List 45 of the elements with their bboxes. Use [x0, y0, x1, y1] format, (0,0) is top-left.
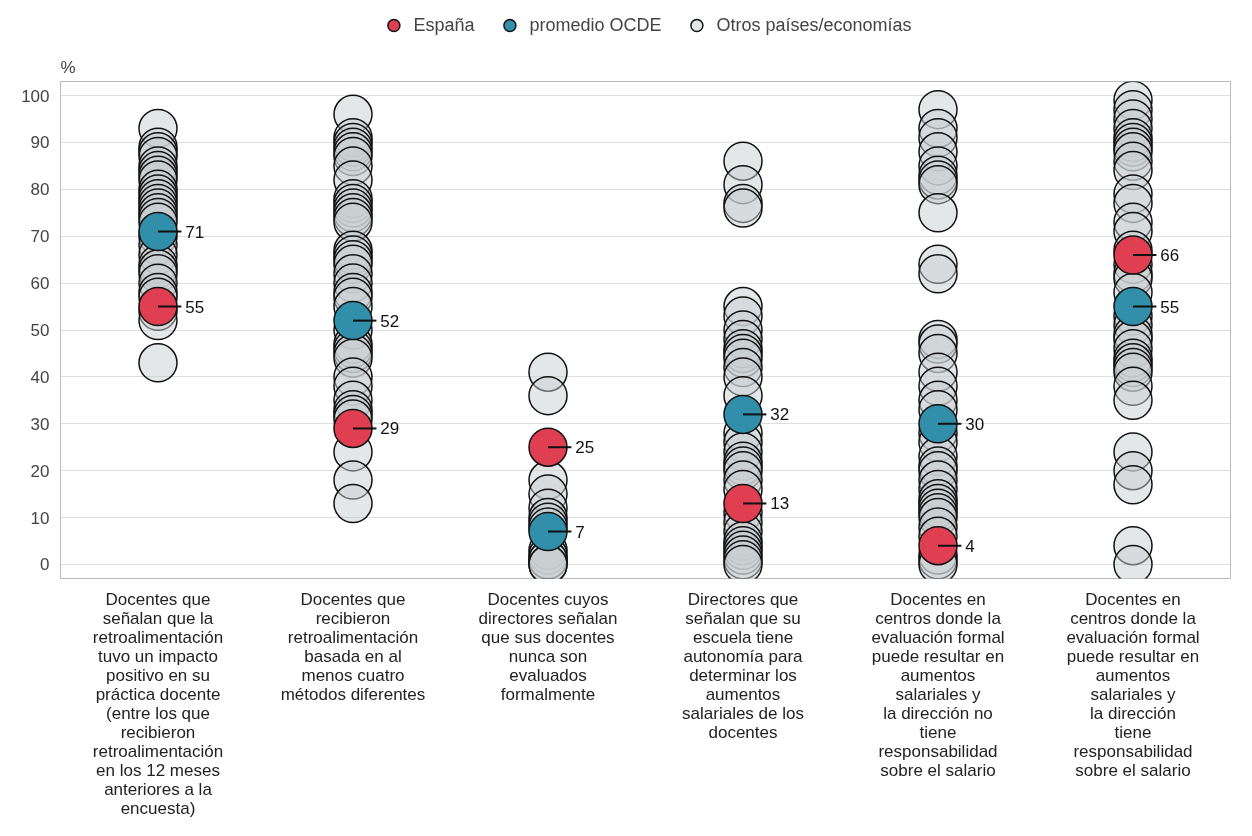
data-label: 55	[1160, 297, 1180, 317]
category-label: Docentes que señalan que la retroalimentación tuvo un impacto positivo en su práctica docente (entre los que recibieron retroalimentación en los 12 meses anteriores a la encuesta)	[92, 589, 224, 818]
point	[138, 286, 178, 327]
x-tick-label: Docentes que recibieron retroalimentación basada en al menos cuatro métodos diferentes	[280, 589, 426, 704]
x-tick-label: Directores que señalan que su escuela tiene autonomía para determinar los aumentos salariales de los docentes	[682, 589, 804, 742]
point	[333, 300, 373, 341]
data-label: 29	[380, 419, 400, 439]
point	[1113, 235, 1153, 275]
point	[918, 525, 958, 566]
y-tick-label: 60	[30, 274, 50, 294]
y-tick-label: 20	[30, 461, 50, 481]
x-tick-label: Docentes cuyos directores señalan que sus docentes nunca son evaluados formalmente	[478, 589, 618, 704]
y-tick-label: 70	[30, 227, 50, 247]
y-axis-title: %	[60, 57, 76, 77]
data-label: 4	[965, 536, 975, 556]
data-label: 25	[575, 438, 595, 458]
y-tick-label: 30	[30, 414, 50, 434]
point	[528, 511, 568, 552]
data-label: 52	[380, 311, 400, 331]
point	[333, 408, 373, 449]
category-label: Docentes en centros donde la evaluación formal puede resultar en aumentos salariales y la dirección no tiene responsabilidad sobre el salario	[871, 589, 1005, 780]
category-label: Docentes en centros donde la evaluación formal puede resultar en aumentos salariales y la dirección tiene responsabilidad sobre el salario	[1066, 589, 1200, 780]
point	[723, 483, 763, 524]
data-label: 55	[185, 297, 205, 317]
point	[528, 427, 568, 467]
y-tick-label: 50	[30, 321, 50, 340]
legend-label: promedio OCDE	[529, 14, 662, 36]
data-label: 7	[575, 522, 585, 542]
data-label: 32	[770, 405, 790, 425]
y-tick-label: 100	[21, 86, 50, 106]
data-label: 66	[1160, 245, 1180, 265]
data-label: 13	[770, 494, 790, 514]
point	[1113, 286, 1153, 327]
y-tick-label: 90	[30, 133, 50, 153]
y-tick-label: 40	[30, 367, 50, 387]
point	[918, 404, 958, 444]
point	[723, 394, 763, 435]
y-tick-label: 10	[30, 508, 50, 528]
point	[138, 211, 178, 252]
data-label: 30	[965, 414, 985, 434]
y-tick-label: 0	[40, 555, 50, 575]
legend-label: España	[413, 14, 475, 36]
data-label: 71	[185, 222, 205, 242]
y-tick-label: 80	[30, 180, 50, 200]
legend-label: Otros países/economías	[716, 14, 912, 36]
